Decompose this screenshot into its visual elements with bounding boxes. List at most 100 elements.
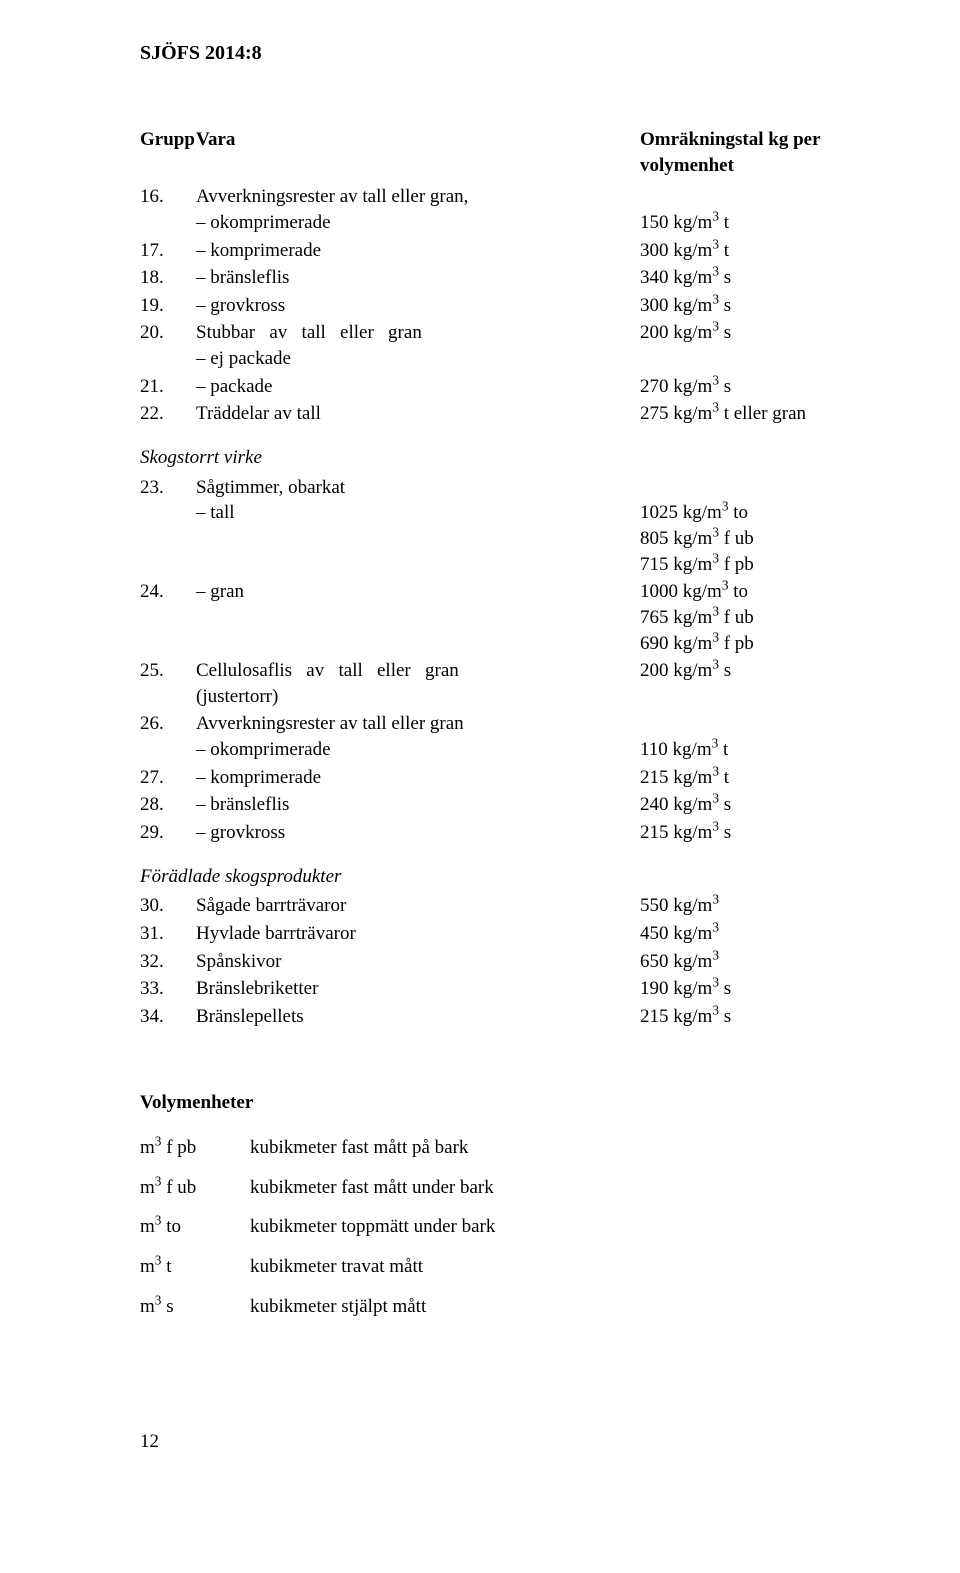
row-description: Avverkningsrester av tall eller gran– ok… — [196, 711, 640, 762]
row-value: 200 kg/m3 s — [640, 320, 840, 371]
row-description: Spånskivor — [196, 949, 640, 975]
row-number: 26. — [140, 711, 196, 762]
table-row: 21.– packade270 kg/m3 s — [140, 374, 840, 400]
row-number: 31. — [140, 921, 196, 947]
row-value: 150 kg/m3 t — [640, 184, 840, 235]
table-row: 29.– grovkross215 kg/m3 s — [140, 820, 840, 846]
row-description: Bränslepellets — [196, 1004, 640, 1030]
row-value: 650 kg/m3 — [640, 949, 840, 975]
section-2-title: Skogstorrt virke — [140, 445, 840, 471]
row-value: 340 kg/m3 s — [640, 265, 840, 291]
table-row: 19.– grovkross300 kg/m3 s — [140, 293, 840, 319]
volume-unit-description: kubikmeter fast mått på bark — [250, 1135, 840, 1161]
row-number: 28. — [140, 792, 196, 818]
row-number: 21. — [140, 374, 196, 400]
volume-unit-symbol: m3 to — [140, 1214, 250, 1240]
row-value: 550 kg/m3 — [640, 893, 840, 919]
section-3-rows: 30.Sågade barrträvaror550 kg/m331.Hyvlad… — [140, 893, 840, 1029]
row-description: – grovkross — [196, 293, 640, 319]
row-number: 20. — [140, 320, 196, 371]
row-number: 34. — [140, 1004, 196, 1030]
row-description: Sågtimmer, obarkat– tall — [196, 475, 640, 578]
volume-unit-description: kubikmeter toppmätt under bark — [250, 1214, 840, 1240]
row-description: – bränsleflis — [196, 792, 640, 818]
row-value: 270 kg/m3 s — [640, 374, 840, 400]
row-value: 215 kg/m3 s — [640, 820, 840, 846]
row-number: 18. — [140, 265, 196, 291]
section-3-title: Förädlade skogsprodukter — [140, 864, 840, 890]
row-description: – komprimerade — [196, 238, 640, 264]
volume-units-header: Volymenheter — [140, 1090, 840, 1116]
row-number: 17. — [140, 238, 196, 264]
table-row: 20.Stubbar av tall eller gran– ej packad… — [140, 320, 840, 371]
volume-unit-row: m3 f pbkubikmeter fast mått på bark — [140, 1135, 840, 1161]
row-value: 1025 kg/m3 to805 kg/m3 f ub715 kg/m3 f p… — [640, 475, 840, 578]
volume-unit-symbol: m3 s — [140, 1294, 250, 1320]
table-row: 18.– bränsleflis340 kg/m3 s — [140, 265, 840, 291]
table-row: 27.– komprimerade215 kg/m3 t — [140, 765, 840, 791]
row-number: 23. — [140, 475, 196, 578]
table-header-row: Grupp Vara Omräkningstal kg per volymenh… — [140, 127, 840, 178]
row-number: 30. — [140, 893, 196, 919]
row-value: 110 kg/m3 t — [640, 711, 840, 762]
row-description: – grovkross — [196, 820, 640, 846]
row-description: Stubbar av tall eller gran– ej packade — [196, 320, 640, 371]
row-value: 240 kg/m3 s — [640, 792, 840, 818]
table-row: 26.Avverkningsrester av tall eller gran–… — [140, 711, 840, 762]
volume-unit-row: m3 tokubikmeter toppmätt under bark — [140, 1214, 840, 1240]
row-value: 300 kg/m3 t — [640, 238, 840, 264]
table-row: 17.– komprimerade300 kg/m3 t — [140, 238, 840, 264]
row-description: Bränslebriketter — [196, 976, 640, 1002]
row-description: – gran — [196, 579, 640, 656]
row-number: 29. — [140, 820, 196, 846]
header-col-group: Grupp — [140, 127, 196, 178]
row-description: Träddelar av tall — [196, 401, 640, 427]
volume-unit-row: m3 f ubkubikmeter fast mått under bark — [140, 1175, 840, 1201]
row-value: 1000 kg/m3 to765 kg/m3 f ub690 kg/m3 f p… — [640, 579, 840, 656]
row-description: Avverkningsrester av tall eller gran,– o… — [196, 184, 640, 235]
table-row: 34.Bränslepellets215 kg/m3 s — [140, 1004, 840, 1030]
section-2-rows: 23.Sågtimmer, obarkat– tall1025 kg/m3 to… — [140, 475, 840, 846]
table-row: 22.Träddelar av tall275 kg/m3 t eller gr… — [140, 401, 840, 427]
table-row: 24.– gran1000 kg/m3 to765 kg/m3 f ub690 … — [140, 579, 840, 656]
row-value: 200 kg/m3 s — [640, 658, 840, 709]
row-number: 24. — [140, 579, 196, 656]
volume-unit-row: m3 skubikmeter stjälpt mått — [140, 1294, 840, 1320]
table-row: 25.Cellulosaflis av tall eller gran(just… — [140, 658, 840, 709]
row-number: 32. — [140, 949, 196, 975]
volume-unit-row: m3 tkubikmeter travat mått — [140, 1254, 840, 1280]
volume-unit-description: kubikmeter fast mått under bark — [250, 1175, 840, 1201]
volume-unit-description: kubikmeter stjälpt mått — [250, 1294, 840, 1320]
row-value: 300 kg/m3 s — [640, 293, 840, 319]
table-row: 28.– bränsleflis240 kg/m3 s — [140, 792, 840, 818]
section-1-rows: 16.Avverkningsrester av tall eller gran,… — [140, 184, 840, 427]
row-value: 215 kg/m3 s — [640, 1004, 840, 1030]
row-value: 275 kg/m3 t eller gran — [640, 401, 840, 427]
volume-unit-description: kubikmeter travat mått — [250, 1254, 840, 1280]
table-row: 23.Sågtimmer, obarkat– tall1025 kg/m3 to… — [140, 475, 840, 578]
row-number: 19. — [140, 293, 196, 319]
header-col-value: Omräkningstal kg per volymenhet — [640, 127, 840, 178]
volume-unit-symbol: m3 f pb — [140, 1135, 250, 1161]
row-value: 190 kg/m3 s — [640, 976, 840, 1002]
table-row: 30.Sågade barrträvaror550 kg/m3 — [140, 893, 840, 919]
row-value: 450 kg/m3 — [640, 921, 840, 947]
table-row: 16.Avverkningsrester av tall eller gran,… — [140, 184, 840, 235]
table-row: 33.Bränslebriketter190 kg/m3 s — [140, 976, 840, 1002]
row-number: 33. — [140, 976, 196, 1002]
row-number: 27. — [140, 765, 196, 791]
table-row: 31.Hyvlade barrträvaror450 kg/m3 — [140, 921, 840, 947]
table-row: 32.Spånskivor650 kg/m3 — [140, 949, 840, 975]
page-number: 12 — [140, 1429, 840, 1455]
volume-units-rows: m3 f pbkubikmeter fast mått på barkm3 f … — [140, 1135, 840, 1319]
row-description: – packade — [196, 374, 640, 400]
volume-unit-symbol: m3 f ub — [140, 1175, 250, 1201]
row-description: Hyvlade barrträvaror — [196, 921, 640, 947]
header-col-item: Vara — [196, 127, 640, 178]
row-description: Cellulosaflis av tall eller gran(justert… — [196, 658, 640, 709]
row-number: 16. — [140, 184, 196, 235]
row-description: – komprimerade — [196, 765, 640, 791]
row-value: 215 kg/m3 t — [640, 765, 840, 791]
row-number: 22. — [140, 401, 196, 427]
row-number: 25. — [140, 658, 196, 709]
